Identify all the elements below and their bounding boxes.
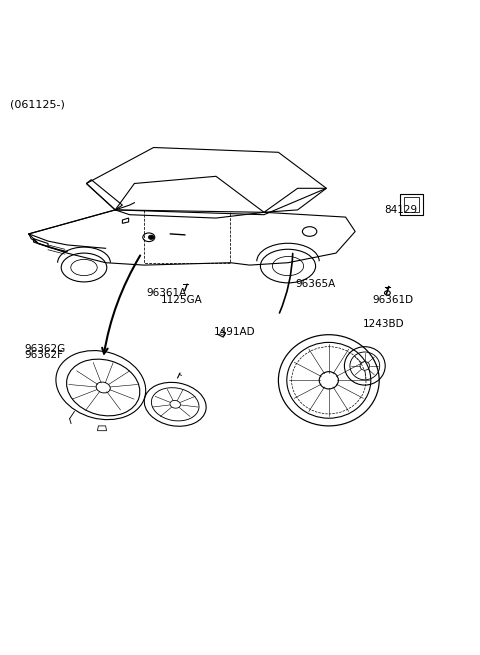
Text: 96361A: 96361A [146, 288, 187, 298]
Text: 1491AD: 1491AD [214, 328, 255, 337]
Text: 96361D: 96361D [372, 295, 413, 305]
Text: 96362G: 96362G [24, 344, 65, 354]
Text: (061125-): (061125-) [10, 100, 64, 109]
Text: 1243BD: 1243BD [362, 319, 404, 329]
Text: 96365A: 96365A [295, 279, 336, 290]
Text: 1125GA: 1125GA [161, 295, 203, 305]
Text: 96362F: 96362F [24, 350, 63, 360]
Ellipse shape [148, 235, 154, 240]
Text: 84129: 84129 [384, 205, 417, 215]
Ellipse shape [384, 291, 390, 295]
